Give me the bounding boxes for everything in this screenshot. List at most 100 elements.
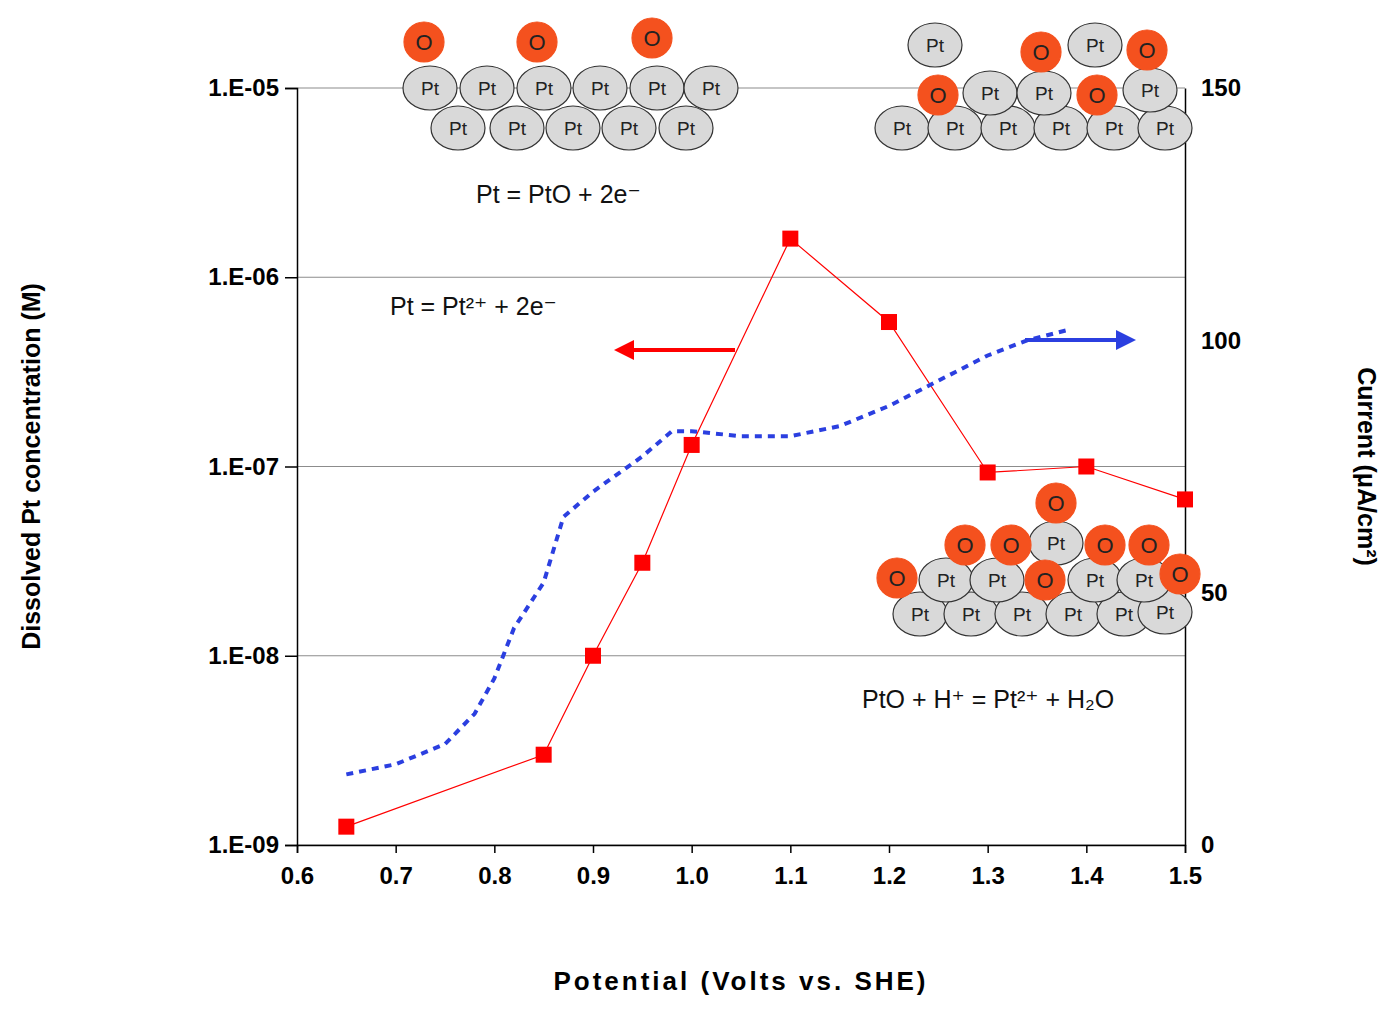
platinum-label: Pt bbox=[620, 118, 639, 139]
tick: 100 bbox=[1185, 327, 1241, 354]
platinum-label: Pt bbox=[1086, 35, 1105, 56]
series-line bbox=[346, 239, 1185, 827]
tick: 1.E-09 bbox=[208, 831, 297, 858]
grid-line bbox=[297, 277, 1185, 278]
platinum-label: Pt bbox=[478, 78, 497, 99]
platinum-label: Pt bbox=[1047, 533, 1066, 554]
chart: 0.60.70.80.91.01.11.21.31.41.51.E-091.E-… bbox=[0, 0, 1397, 1014]
platinum-atom bbox=[1138, 106, 1192, 150]
oxygen-atom bbox=[918, 75, 958, 115]
oxygen-label: O bbox=[1047, 491, 1064, 516]
tick-mark bbox=[285, 466, 297, 468]
cartoon: PtPtPtPtPtPtPtPtPtPtPtOOO bbox=[403, 18, 738, 150]
tick-label: 150 bbox=[1201, 74, 1241, 101]
oxygen-atom bbox=[632, 18, 672, 58]
oxygen-atom bbox=[1085, 525, 1125, 565]
tick-mark bbox=[285, 88, 297, 90]
platinum-atom bbox=[1017, 71, 1071, 115]
tick: 1.1 bbox=[774, 845, 807, 889]
tick: 1.3 bbox=[971, 845, 1004, 889]
tick: 1.E-06 bbox=[208, 263, 297, 290]
platinum-label: Pt bbox=[449, 118, 468, 139]
tick: 1.2 bbox=[873, 845, 906, 889]
tick-mark bbox=[987, 845, 989, 853]
platinum-atom bbox=[517, 66, 571, 110]
platinum-label: Pt bbox=[999, 118, 1018, 139]
tick-label: 1.E-05 bbox=[208, 74, 279, 101]
tick-label: 50 bbox=[1201, 579, 1228, 606]
tick: 1.5 bbox=[1169, 845, 1202, 889]
oxygen-atom bbox=[1025, 560, 1065, 600]
oxygen-label: O bbox=[1096, 533, 1113, 558]
platinum-label: Pt bbox=[1105, 118, 1124, 139]
platinum-label: Pt bbox=[1052, 118, 1071, 139]
data-point bbox=[338, 819, 354, 835]
platinum-atom bbox=[908, 23, 962, 67]
oxygen-label: O bbox=[1140, 533, 1157, 558]
oxygen-label: O bbox=[1036, 568, 1053, 593]
tick-mark bbox=[1086, 845, 1088, 853]
platinum-atom bbox=[1029, 521, 1083, 565]
tick-mark bbox=[494, 845, 496, 853]
platinum-label: Pt bbox=[946, 118, 965, 139]
y2-axis: 0 50 100 150 bbox=[1185, 74, 1241, 858]
oxygen-label: O bbox=[1002, 533, 1019, 558]
tick: 0 bbox=[1185, 831, 1214, 858]
surface-cartoons: PtPtPtPtPtPtPtPtPtPtPtOOOPtPtPtPtPtPtPtP… bbox=[403, 18, 1200, 636]
tick: 150 bbox=[1185, 74, 1241, 101]
tick: 0.8 bbox=[478, 845, 511, 889]
platinum-atom bbox=[1123, 68, 1177, 112]
grid-line bbox=[297, 466, 1185, 467]
oxygen-atom bbox=[517, 22, 557, 62]
platinum-label: Pt bbox=[677, 118, 696, 139]
platinum-label: Pt bbox=[911, 604, 930, 625]
oxygen-atom bbox=[1127, 30, 1167, 70]
tick-mark bbox=[395, 845, 397, 853]
tick-label: 0.8 bbox=[478, 862, 511, 889]
tick-label: 1.E-08 bbox=[208, 642, 279, 669]
data-point bbox=[634, 555, 650, 571]
platinum-atom bbox=[659, 106, 713, 150]
x-axis-title: Potential (Volts vs. SHE) bbox=[553, 966, 928, 996]
platinum-label: Pt bbox=[591, 78, 610, 99]
platinum-atom bbox=[490, 106, 544, 150]
platinum-label: Pt bbox=[1115, 604, 1134, 625]
platinum-label: Pt bbox=[1013, 604, 1032, 625]
oxygen-label: O bbox=[1171, 562, 1188, 587]
grid-line bbox=[297, 655, 1185, 656]
platinum-label: Pt bbox=[508, 118, 527, 139]
platinum-label: Pt bbox=[1086, 570, 1105, 591]
data-point bbox=[684, 437, 700, 453]
data-point bbox=[881, 314, 897, 330]
platinum-label: Pt bbox=[702, 78, 721, 99]
platinum-label: Pt bbox=[1156, 602, 1175, 623]
oxygen-label: O bbox=[1032, 40, 1049, 65]
oxygen-atom bbox=[404, 22, 444, 62]
platinum-label: Pt bbox=[1035, 83, 1054, 104]
oxygen-label: O bbox=[1138, 38, 1155, 63]
platinum-label: Pt bbox=[893, 118, 912, 139]
tick-mark bbox=[1185, 845, 1187, 853]
tick-mark bbox=[691, 845, 693, 853]
platinum-atom bbox=[1068, 23, 1122, 67]
tick: 1.E-05 bbox=[208, 74, 297, 101]
tick-label: 1.E-07 bbox=[208, 453, 279, 480]
tick: 1.E-08 bbox=[208, 642, 297, 669]
tick-mark bbox=[790, 845, 792, 853]
tick: 1.E-07 bbox=[208, 453, 297, 480]
platinum-label: Pt bbox=[535, 78, 554, 99]
platinum-label: Pt bbox=[962, 604, 981, 625]
tick-label: 1.5 bbox=[1169, 862, 1202, 889]
platinum-label: Pt bbox=[1141, 80, 1160, 101]
axis-line bbox=[285, 89, 298, 846]
tick: 1.4 bbox=[1070, 845, 1104, 889]
platinum-atom bbox=[431, 106, 485, 150]
data-point bbox=[1177, 491, 1193, 507]
platinum-atom bbox=[630, 66, 684, 110]
axis-arrow bbox=[1025, 338, 1132, 342]
platinum-atom bbox=[1068, 558, 1122, 602]
oxygen-label: O bbox=[415, 30, 432, 55]
axis-line bbox=[298, 846, 1186, 854]
platinum-atom bbox=[602, 106, 656, 150]
cartoon: PtPtPtPtPtPtPtPtPtPtPtOOOOOOOO bbox=[877, 483, 1200, 636]
